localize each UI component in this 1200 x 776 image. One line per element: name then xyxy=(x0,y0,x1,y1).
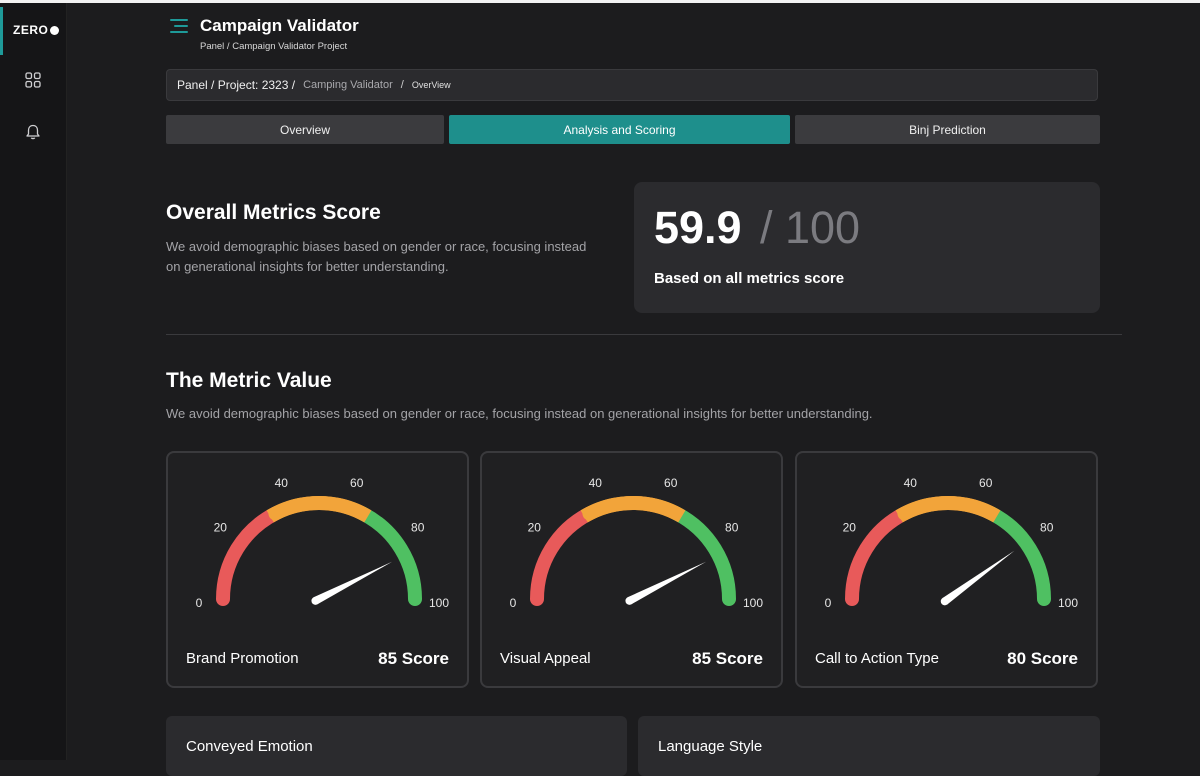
gauge-tick-label: 0 xyxy=(196,596,203,610)
overall-score-card: 59.9 / 100 Based on all metrics score xyxy=(634,182,1100,313)
gauge-tick-label: 60 xyxy=(979,476,993,490)
gauge-tick-label: 100 xyxy=(743,596,763,610)
menu-toggle-icon[interactable] xyxy=(170,19,188,35)
metric-value-title: The Metric Value xyxy=(166,369,332,392)
section-divider xyxy=(166,334,1122,335)
gauge-needle xyxy=(627,561,707,605)
gauge-chart: 0 20 40 60 80 100 xyxy=(510,476,764,610)
sidebar: ZERO xyxy=(0,3,67,760)
conveyed-emotion-title: Conveyed Emotion xyxy=(186,738,313,755)
gauge-card-visual-appeal: 0 20 40 60 80 100 Visual Appeal 85 Score xyxy=(480,451,783,688)
top-border xyxy=(0,0,1200,3)
gauge-arc-red xyxy=(530,506,597,606)
gauge-tick-label: 20 xyxy=(843,520,857,534)
gauge-tick-label: 80 xyxy=(1040,520,1054,534)
project-breadcrumb-bar: Panel / Project: 2323 / Camping Validato… xyxy=(166,69,1098,101)
gauge-label: Visual Appeal xyxy=(500,650,591,667)
gauge-needle-hub xyxy=(311,596,320,605)
gauge-arc-green xyxy=(984,506,1051,606)
overall-score-subtitle: Based on all metrics score xyxy=(654,270,845,287)
gauge-needle xyxy=(942,550,1015,605)
breadcrumb-campaign[interactable]: Camping Validator xyxy=(303,79,393,91)
gauge-score: 80 Score xyxy=(1007,649,1078,668)
gauge-tick-label: 80 xyxy=(411,520,425,534)
gauge-card-call-to-action-type: 0 20 40 60 80 100 Call to Action Type 80 Scor… xyxy=(795,451,1098,688)
bell-icon[interactable] xyxy=(24,123,42,141)
breadcrumb-project[interactable]: Panel / Project: 2323 / xyxy=(177,78,296,92)
language-style-card: Language Style xyxy=(638,716,1100,776)
gauge-score: 85 Score xyxy=(692,649,763,668)
logo-dot xyxy=(50,25,60,35)
sidebar-active-indicator xyxy=(0,7,3,55)
gauge-arc-red xyxy=(845,506,912,606)
gauge-tick-label: 0 xyxy=(510,596,517,610)
overall-score-value: 59.9 xyxy=(654,202,742,253)
gauge-tick-label: 0 xyxy=(825,596,832,610)
gauge-arc-green xyxy=(355,506,422,606)
gauge-tick-label: 40 xyxy=(275,476,289,490)
gauge-arc-orange-seam xyxy=(580,496,686,523)
gauge-label: Call to Action Type xyxy=(815,650,939,667)
breadcrumb-current: OverView xyxy=(411,80,451,90)
main-content: Campaign Validator Panel / Campaign Vali… xyxy=(66,3,1200,776)
gauge-tick-label: 100 xyxy=(429,596,449,610)
logo-text: ZERO xyxy=(13,23,49,37)
gauge-tick-label: 80 xyxy=(725,520,739,534)
gauge-arc-orange-seam xyxy=(895,496,1001,523)
app-logo[interactable]: ZERO xyxy=(13,23,60,37)
breadcrumb: Panel / Campaign Validator Project xyxy=(200,41,348,52)
gauge-needle-hub xyxy=(940,597,949,606)
overall-metrics-description: We avoid demographic biases based on gen… xyxy=(166,239,587,274)
tab-binj-prediction[interactable]: Binj Prediction xyxy=(795,115,1100,144)
gauge-chart: 0 20 40 60 80 100 xyxy=(196,476,450,610)
gauge-needle xyxy=(313,561,393,605)
overall-metrics-title: Overall Metrics Score xyxy=(166,201,381,224)
tab-analysis-and-scoring[interactable]: Analysis and Scoring xyxy=(449,115,790,144)
metric-value-description: We avoid demographic biases based on gen… xyxy=(166,406,873,421)
gauge-card-brand-promotion: 0 20 40 60 80 100 Brand Promotion 85 Score xyxy=(166,451,469,688)
gauge-needle-hub xyxy=(625,596,634,605)
gauge-arc-red xyxy=(216,506,283,606)
gauge-label: Brand Promotion xyxy=(186,650,299,667)
gauge-tick-label: 20 xyxy=(214,520,228,534)
gauge-arc-orange-seam xyxy=(266,496,372,523)
grid-icon[interactable] xyxy=(24,71,42,89)
gauge-tick-label: 60 xyxy=(664,476,678,490)
language-style-title: Language Style xyxy=(658,738,763,755)
gauge-tick-label: 60 xyxy=(350,476,364,490)
gauge-score: 85 Score xyxy=(378,649,449,668)
gauge-tick-label: 40 xyxy=(589,476,603,490)
gauge-chart: 0 20 40 60 80 100 xyxy=(825,476,1079,610)
conveyed-emotion-card: Conveyed Emotion xyxy=(166,716,627,776)
breadcrumb-separator: / xyxy=(400,79,404,91)
gauge-arc-green xyxy=(669,506,736,606)
gauge-tick-label: 100 xyxy=(1058,596,1078,610)
page-title: Campaign Validator xyxy=(200,16,359,35)
overall-score-max: / 100 xyxy=(760,202,861,253)
gauge-tick-label: 20 xyxy=(528,520,542,534)
gauge-tick-label: 40 xyxy=(904,476,918,490)
tab-overview[interactable]: Overview xyxy=(166,115,444,144)
